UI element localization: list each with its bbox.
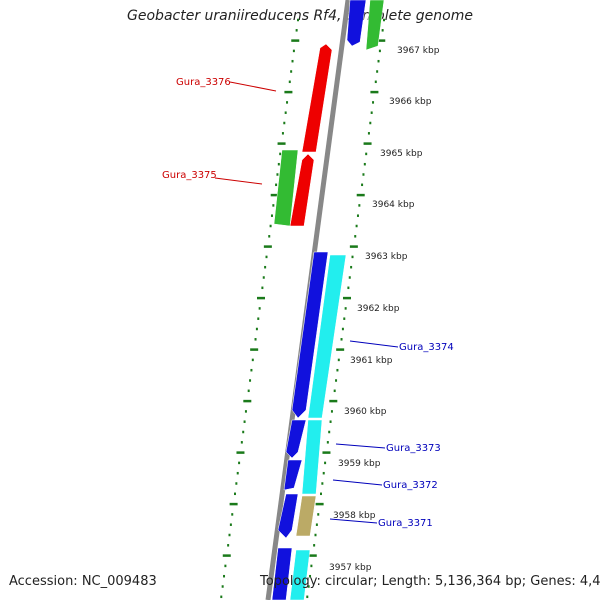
right-tick-track [306,18,386,599]
leader-line [214,177,263,185]
kbp-label: 3965 kbp [380,149,423,159]
gene-arrow [346,0,367,47]
genome-summary: Topology: circular; Length: 5,136,364 bp… [260,574,600,589]
gene-arrow [307,254,347,419]
kbp-label: 3960 kbp [344,407,387,417]
kbp-label: 3961 kbp [350,356,393,366]
page-title: Geobacter uraniireducens Rf4, complete g… [127,8,473,24]
gene-arrow [283,459,303,491]
leader-line [332,479,383,486]
gene-arrow [285,419,307,459]
leader-line [335,443,386,449]
gene-arrow [289,549,311,600]
gene-arrow [301,43,333,153]
gene-arrow [271,547,293,600]
leader-line [229,81,277,92]
gene-label[interactable]: Gura_3375 [162,170,217,181]
kbp-label: 3964 kbp [372,200,415,210]
gene-arrow [277,493,299,539]
kbp-label: 3957 kbp [329,563,372,573]
gene-label[interactable]: Gura_3373 [386,443,441,454]
gene-arrow [273,149,299,227]
gene-label-leaders [214,81,399,524]
accession-label: Accession: NC_009483 [9,574,157,589]
left-tick-track [220,18,300,599]
kbp-label: 3963 kbp [365,252,408,262]
gene-arrow [365,0,385,51]
kbp-label: 3959 kbp [338,459,381,469]
gene-label[interactable]: Gura_3371 [378,518,433,529]
gene-arrow [295,495,317,537]
gene-arrow [291,251,329,419]
gene-arrow [289,153,315,227]
leader-line [349,340,399,348]
kbp-label: 3966 kbp [389,97,432,107]
gene-arrow [301,419,323,495]
gene-features [271,0,385,600]
kbp-label: 3967 kbp [397,46,440,56]
kbp-label: 3958 kbp [333,511,376,521]
gene-label[interactable]: Gura_3374 [399,342,454,353]
gene-label[interactable]: Gura_3372 [383,480,438,491]
gene-labels: Gura_3376 Gura_3375 Gura_3374 Gura_3373 Gura… [162,77,454,529]
gene-label[interactable]: Gura_3376 [176,77,231,88]
leader-line [329,518,378,524]
kbp-scale-labels: 3967 kbp 3966 kbp 3965 kbp 3964 kbp 3963 kbp… [329,46,440,573]
kbp-label: 3962 kbp [357,304,400,314]
